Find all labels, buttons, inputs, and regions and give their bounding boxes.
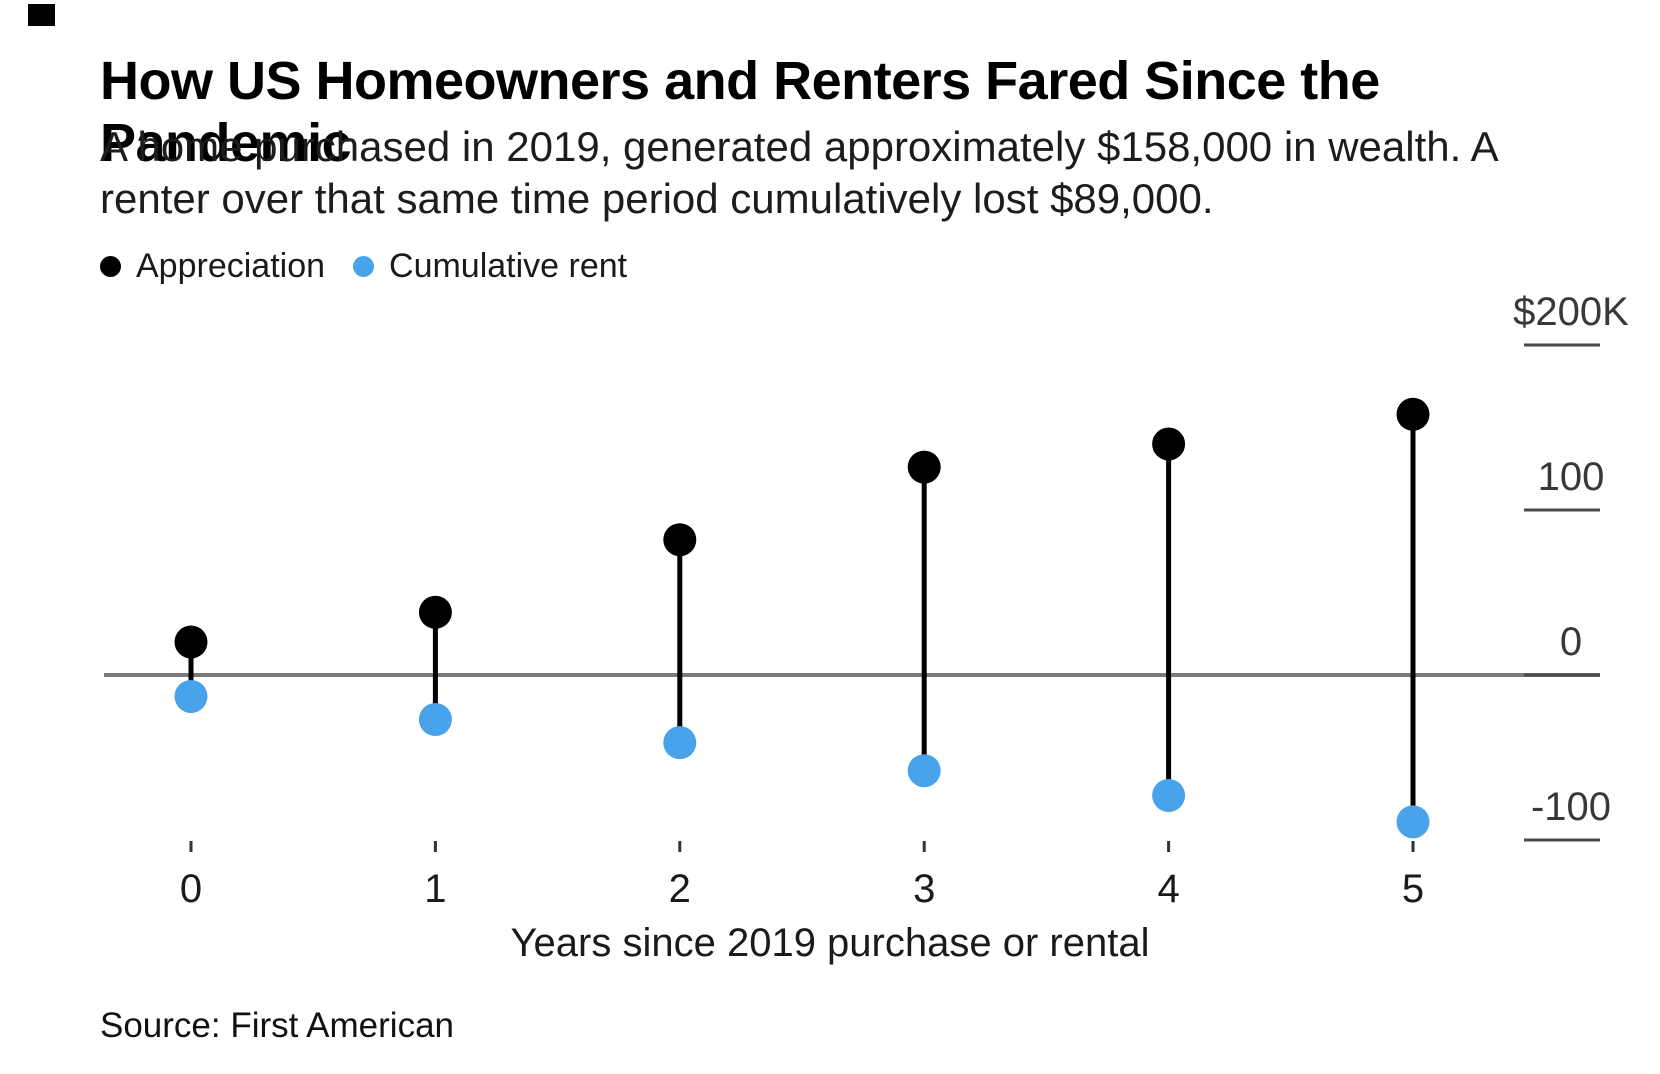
- appreciation-dot: [174, 625, 208, 659]
- y-axis-tick-label: 0: [1560, 620, 1582, 664]
- cumulative-rent-dot: [663, 726, 697, 760]
- legend-dot-cumulative-rent-icon: [353, 255, 375, 277]
- cumulative-rent-dot: [418, 703, 452, 737]
- chart-legend: Appreciation Cumulative rent: [100, 246, 627, 286]
- cumulative-rent-dot: [907, 754, 941, 788]
- x-axis-tick-label: 4: [1157, 867, 1179, 911]
- legend-dot-appreciation-icon: [100, 255, 121, 277]
- x-axis-tick-label: 0: [180, 867, 202, 911]
- legend-label-cumulative-rent: Cumulative rent: [389, 247, 628, 285]
- cumulative-rent-dot: [1396, 805, 1430, 839]
- x-axis-tick-label: 2: [669, 867, 691, 911]
- x-axis-tick-label: 5: [1402, 867, 1424, 911]
- legend-item-appreciation: Appreciation: [100, 249, 325, 283]
- chart-subtitle: A home purchased in 2019, generated appr…: [100, 123, 1497, 223]
- source-note: Source: First American: [100, 1006, 454, 1045]
- appreciation-dot: [1152, 427, 1186, 461]
- y-axis-tick-label: -100: [1531, 785, 1611, 829]
- y-axis-tick-label: $200K: [1513, 290, 1629, 334]
- appreciation-dot: [1396, 397, 1430, 431]
- y-axis-tick-label: 100: [1538, 455, 1605, 499]
- cumulative-rent-dot: [174, 679, 208, 713]
- corner-mark: [28, 4, 55, 26]
- x-axis-tick-label: 3: [913, 867, 935, 911]
- x-axis-tick-label: 1: [424, 867, 446, 911]
- legend-item-cumulative-rent: Cumulative rent: [353, 249, 627, 283]
- appreciation-dot: [907, 450, 941, 484]
- cumulative-rent-dot: [1152, 778, 1186, 812]
- appreciation-dot: [663, 523, 697, 557]
- x-axis-title: Years since 2019 purchase or rental: [510, 921, 1150, 965]
- legend-label-appreciation: Appreciation: [136, 247, 326, 285]
- chart-title: How US Homeowners and Renters Fared Sinc…: [100, 51, 1380, 174]
- appreciation-dot: [418, 595, 452, 629]
